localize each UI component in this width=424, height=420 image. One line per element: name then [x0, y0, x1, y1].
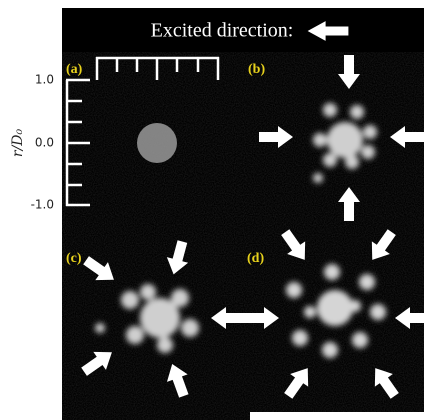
- panel-label: (a): [66, 62, 83, 77]
- y-tick-label: -1.0: [31, 198, 54, 212]
- y-tick-label: 1.0: [35, 73, 54, 87]
- y-axis-label: r/D₀: [10, 128, 26, 157]
- figure: Excited direction: r/D₀ 1.0 0.0 -1.0 (a)…: [0, 0, 424, 420]
- panel-label: (b): [248, 62, 265, 77]
- header-title: Excited direction:: [151, 20, 294, 42]
- panel-label: (d): [247, 251, 264, 266]
- image-noise: [62, 52, 424, 420]
- panel-label: (c): [66, 251, 82, 266]
- image-edge: [250, 412, 424, 420]
- jet-blob: [137, 123, 177, 163]
- y-tick-label: 0.0: [35, 136, 54, 150]
